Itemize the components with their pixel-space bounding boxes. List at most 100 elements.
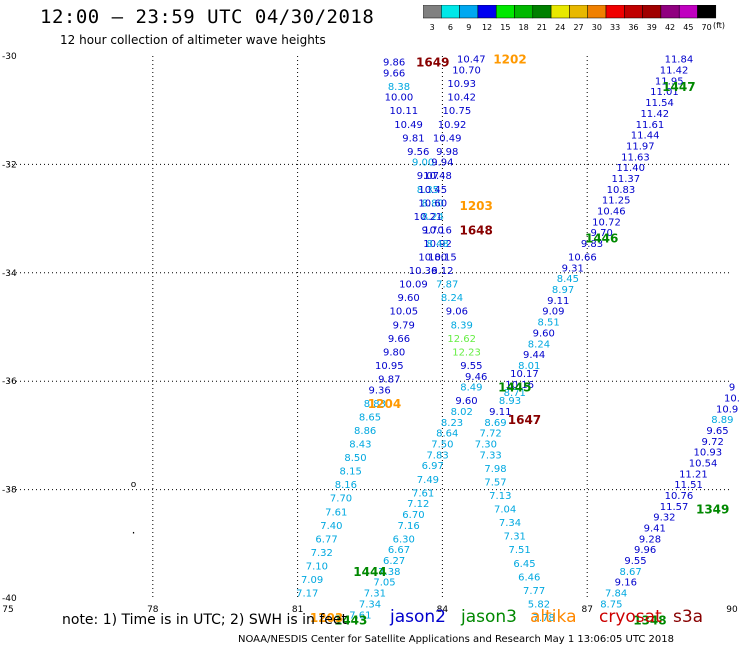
- wave-height-value: 10.92: [438, 120, 467, 131]
- wave-height-value: 9.46: [465, 372, 487, 383]
- wave-height-value: 9.11: [489, 407, 511, 418]
- wave-height-value: 8.38: [388, 82, 410, 93]
- y-tick-label: -34: [2, 269, 17, 279]
- wave-height-value: 8.45: [557, 274, 579, 285]
- footer-credit: NOAA/NESDIS Center for Satellite Applica…: [238, 634, 674, 645]
- wave-height-value: 9.32: [653, 513, 675, 524]
- wave-height-value: 6.30: [393, 534, 415, 545]
- scale-label: 70: [702, 23, 712, 32]
- wave-height-value: 9.55: [460, 361, 482, 372]
- wave-height-value: 8.86: [354, 426, 376, 437]
- wave-height-value: 7.72: [480, 429, 502, 440]
- wave-height-value: 9.70: [422, 225, 444, 236]
- wave-height-value: 8.97: [552, 285, 574, 296]
- scale-label: 33: [610, 23, 620, 32]
- wave-height-value: 7.12: [407, 499, 429, 510]
- wave-height-value: 8.23: [441, 418, 463, 429]
- wave-height-value: 7.10: [306, 561, 328, 572]
- wave-height-value: 10.54: [689, 459, 718, 470]
- wave-height-value: 9.06: [446, 307, 468, 318]
- pass-time-label: 1647: [508, 413, 541, 427]
- wave-height-value: 10.93: [694, 448, 723, 459]
- wave-height-value: 9.79: [393, 320, 415, 331]
- wave-height-value: 7.98: [484, 464, 506, 475]
- wave-height-value: 7.61: [325, 507, 347, 518]
- wave-height-value: 9.60: [533, 328, 555, 339]
- wave-height-value: 6.77: [315, 534, 337, 545]
- wave-height-value: 10.95: [375, 361, 404, 372]
- wave-height-value: 6.67: [388, 545, 410, 556]
- wave-height-value: 11.21: [679, 469, 708, 480]
- page-title: 12:00 – 23:59 UTC 04/30/2018: [40, 6, 375, 28]
- wave-height-value: 6.46: [518, 572, 540, 583]
- wave-height-value: 11.42: [660, 66, 689, 77]
- wave-height-value: 8.49: [460, 383, 482, 394]
- x-tick-label: 90: [726, 605, 738, 615]
- wave-height-value: 11.84: [665, 55, 694, 66]
- wave-height-value: 11.01: [650, 87, 679, 98]
- scale-label: 42: [665, 23, 675, 32]
- wave-height-value: 8.80: [422, 198, 444, 209]
- wave-height-value: 9.44: [523, 350, 545, 361]
- color-scale-legend: 3 6 9 12 15 18 21 24 27 30 33 36 39 42 45 70: [423, 5, 717, 32]
- wave-height-value: 8.65: [359, 412, 381, 423]
- wave-height-value: 10.36: [409, 266, 438, 277]
- wave-height-value: 7.32: [311, 548, 333, 559]
- wave-height-value: 10.75: [443, 106, 472, 117]
- pass-time-label: 1349: [696, 503, 729, 517]
- legend-altika: altika: [530, 607, 577, 627]
- legend-cryosat: cryosat: [599, 607, 662, 627]
- wave-height-value: 9.12: [431, 266, 453, 277]
- wave-height-value: 11.51: [674, 480, 703, 491]
- pass-time-label: 1445: [498, 381, 531, 395]
- pass-time-label: 1203: [459, 199, 492, 213]
- pass-time-label: 1649: [416, 55, 449, 69]
- wave-height-value: 10.42: [447, 93, 476, 104]
- pass-time-label: 1202: [493, 53, 526, 67]
- wave-height-value: 11.95: [655, 76, 684, 87]
- x-tick-label: 75: [2, 605, 13, 615]
- scale-label: 3: [430, 23, 435, 32]
- wave-height-value: 8.93: [499, 396, 521, 407]
- wave-height-value: 8.15: [340, 467, 362, 478]
- wave-height-value: 6.27: [383, 556, 405, 567]
- wave-height-value: 10.49: [433, 133, 462, 144]
- wave-height-value: 6.45: [513, 559, 535, 570]
- pass-time-label: 1648: [459, 223, 492, 237]
- scale-label: 9: [466, 23, 471, 32]
- wave-height-value: 8.69: [484, 418, 506, 429]
- wave-height-value: 8.71: [504, 388, 526, 399]
- scale-label: 12: [482, 23, 492, 32]
- wave-height-value: 7.13: [489, 491, 511, 502]
- pass-time-label: 1348: [633, 614, 666, 628]
- wave-height-value: 8.50: [344, 453, 366, 464]
- wave-height-value: 9.98: [436, 147, 458, 158]
- scale-label: 30: [592, 23, 602, 32]
- y-tick-label: -36: [2, 377, 17, 387]
- wave-height-value: 10.76: [665, 491, 694, 502]
- wave-height-value: 8.16: [335, 480, 357, 491]
- wave-height-value: 11.57: [660, 502, 689, 513]
- wave-height-value: 10.46: [597, 206, 626, 217]
- wave-height-value: 10.48: [423, 171, 452, 182]
- wave-height-value: 10.70: [452, 66, 481, 77]
- pass-time-label: 1443: [334, 614, 367, 628]
- wave-height-value: 10.9: [716, 404, 738, 415]
- wave-height-value: 7.34: [359, 599, 381, 610]
- wave-height-value: 8.43: [349, 440, 371, 451]
- wave-height-value: 7.61: [349, 610, 371, 621]
- wave-height-value: 9.81: [402, 133, 424, 144]
- wave-height-value: 7.61: [412, 488, 434, 499]
- color-scale-unit: (ft): [713, 21, 726, 30]
- wave-height-value: 11.42: [640, 109, 669, 120]
- wave-height-value: 9.60: [455, 396, 477, 407]
- wave-height-value: 10.11: [389, 106, 418, 117]
- wave-height-value: 7.31: [504, 532, 526, 543]
- legend-s3a: s3a: [673, 607, 704, 627]
- legend-jason3: jason3: [461, 607, 517, 627]
- wave-height-value: 7.87: [436, 280, 458, 291]
- wave-height-value: 7.57: [484, 477, 506, 488]
- wave-height-value: 7.34: [499, 518, 521, 529]
- wave-height-value: 8.24: [441, 293, 463, 304]
- y-tick-label: -38: [2, 486, 17, 496]
